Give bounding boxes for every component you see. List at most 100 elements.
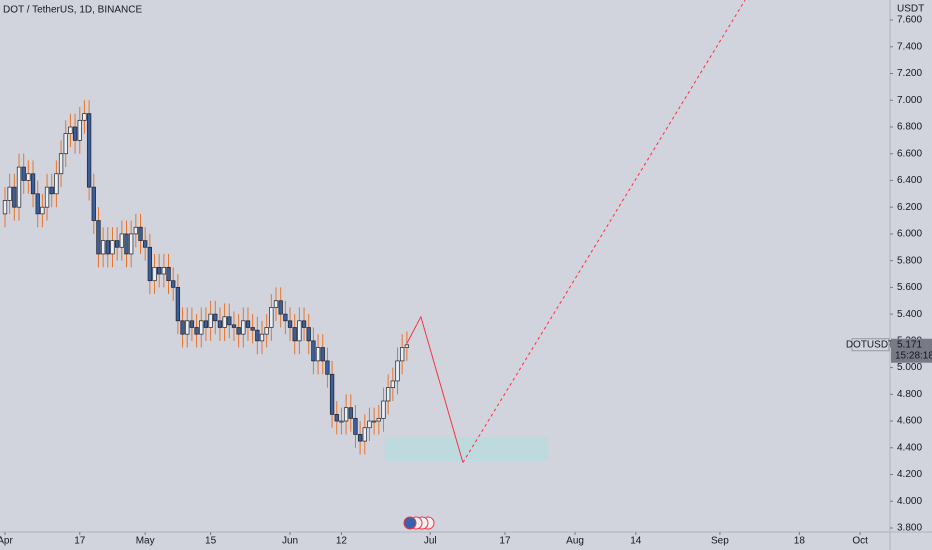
candle-body bbox=[12, 186, 17, 208]
candle-body bbox=[250, 327, 255, 331]
candle-body bbox=[44, 186, 50, 208]
candle-body bbox=[334, 414, 339, 422]
candle-body bbox=[35, 193, 40, 215]
y-tick-label: 7.200 bbox=[897, 68, 922, 79]
candle-body bbox=[269, 307, 274, 328]
candle-body bbox=[143, 240, 148, 248]
candle-body bbox=[157, 266, 162, 275]
candle-body bbox=[400, 347, 405, 362]
candle-body bbox=[217, 320, 223, 328]
candle-body bbox=[180, 320, 185, 335]
candle-body bbox=[72, 126, 78, 141]
candle-body bbox=[110, 240, 115, 255]
candle-body bbox=[311, 340, 316, 362]
candle-body bbox=[376, 418, 381, 422]
candle-body bbox=[353, 418, 358, 435]
candle-body bbox=[255, 329, 260, 342]
candle-body bbox=[129, 233, 134, 255]
y-tick-label: 4.000 bbox=[897, 496, 922, 507]
event-badge[interactable] bbox=[403, 516, 417, 530]
candle-body bbox=[2, 200, 8, 215]
x-tick-label: 18 bbox=[794, 536, 806, 547]
y-tick-label: 4.400 bbox=[897, 442, 922, 453]
x-tick-label: 12 bbox=[336, 536, 348, 547]
candle-body bbox=[395, 360, 400, 382]
candle-body bbox=[147, 246, 153, 282]
price-tag bbox=[891, 338, 932, 363]
y-tick-label: 6.000 bbox=[897, 229, 922, 240]
symbol-label: DOTUSDT bbox=[846, 339, 894, 350]
last-price-label: 5.171 bbox=[897, 339, 922, 350]
candle-body bbox=[381, 400, 386, 419]
candle-body bbox=[241, 320, 246, 335]
x-tick-label: May bbox=[136, 536, 155, 547]
candle-body bbox=[283, 313, 288, 322]
candle-body bbox=[278, 300, 283, 315]
candle-body bbox=[390, 380, 395, 388]
candle-body bbox=[175, 287, 181, 322]
candle-body bbox=[315, 347, 321, 362]
x-tick-label: Aug bbox=[566, 536, 584, 547]
candle-body bbox=[96, 220, 101, 255]
y-tick-label: 5.000 bbox=[897, 362, 922, 373]
candle-body bbox=[82, 113, 87, 121]
countdown-label: 15:28:18 bbox=[895, 350, 932, 361]
candle-body bbox=[7, 186, 12, 201]
y-tick-label: 3.800 bbox=[897, 523, 922, 534]
candle-body bbox=[199, 320, 204, 335]
symbol-tag bbox=[851, 338, 890, 352]
x-tick-label: 14 bbox=[630, 536, 642, 547]
candle-body bbox=[231, 324, 237, 328]
candle-body bbox=[343, 407, 349, 422]
candle-body bbox=[86, 113, 92, 188]
candle-body bbox=[367, 420, 372, 429]
currency-label: USDT bbox=[897, 4, 924, 15]
y-tick-label: 5.400 bbox=[897, 309, 922, 320]
candle-body bbox=[77, 119, 82, 141]
candle-body bbox=[227, 316, 232, 326]
candle-body bbox=[161, 266, 167, 275]
candle-body bbox=[114, 240, 120, 248]
candle-body bbox=[152, 266, 157, 282]
candle-body bbox=[21, 166, 26, 181]
y-tick-label: 4.600 bbox=[897, 416, 922, 427]
candle-body bbox=[203, 320, 209, 328]
candle-body bbox=[348, 407, 353, 419]
candle-body bbox=[100, 240, 106, 255]
candle-body bbox=[166, 266, 171, 282]
candle-body bbox=[30, 173, 36, 195]
candle-body bbox=[91, 186, 96, 221]
x-tick-label: 17 bbox=[74, 536, 86, 547]
x-tick-label: 17 bbox=[499, 536, 511, 547]
candle-body bbox=[171, 280, 176, 288]
candle-body bbox=[236, 327, 241, 335]
candle-body bbox=[105, 240, 110, 255]
candle-body bbox=[119, 233, 124, 248]
candle-body bbox=[222, 316, 227, 328]
candle-body bbox=[16, 166, 22, 208]
candle-body bbox=[306, 327, 311, 342]
y-tick-label: 5.600 bbox=[897, 282, 922, 293]
candle-body bbox=[40, 206, 45, 215]
x-tick-label: Jun bbox=[282, 536, 298, 547]
candle-body bbox=[189, 320, 195, 328]
candle-body bbox=[259, 333, 265, 342]
candle-body bbox=[297, 320, 302, 342]
y-tick-label: 6.200 bbox=[897, 202, 922, 213]
x-tick-label: Jul bbox=[424, 536, 437, 547]
y-tick-label: 4.800 bbox=[897, 389, 922, 400]
events-icon[interactable] bbox=[403, 516, 435, 530]
x-tick-label: Oct bbox=[852, 536, 868, 547]
candle-body bbox=[301, 320, 307, 328]
candle-body bbox=[26, 173, 31, 181]
y-tick-label: 7.600 bbox=[897, 15, 922, 26]
candle-body bbox=[185, 320, 190, 335]
candle-body bbox=[68, 126, 73, 135]
candle-body bbox=[245, 320, 251, 328]
y-tick-label: 6.600 bbox=[897, 148, 922, 159]
projection bbox=[406, 315, 464, 463]
candle-body bbox=[292, 327, 297, 342]
candle-body bbox=[213, 313, 218, 322]
